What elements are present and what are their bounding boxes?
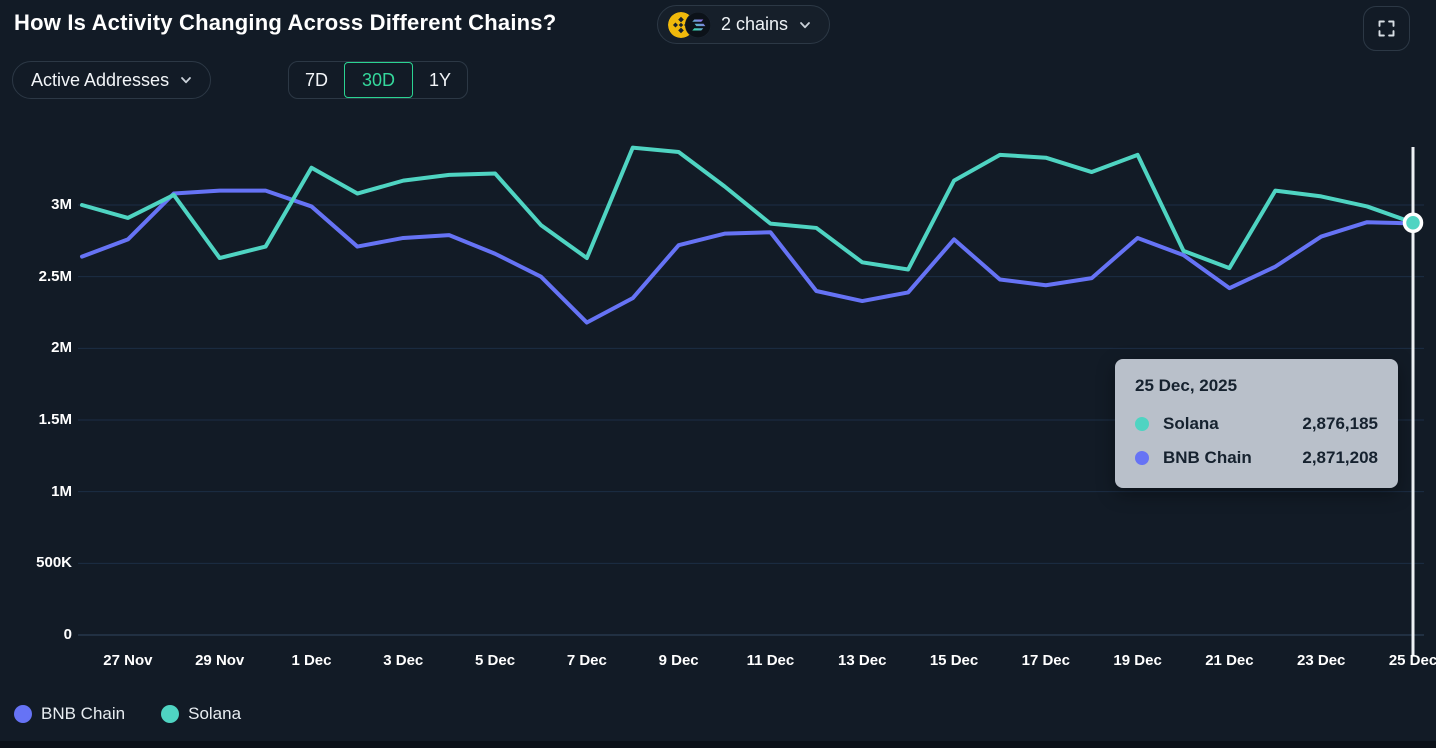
series-line-solana <box>80 145 1415 272</box>
x-tick-label: 7 Dec <box>566 652 607 669</box>
tooltip-series-name: BNB Chain <box>1163 448 1252 467</box>
x-tick-label: 13 Dec <box>838 652 887 669</box>
bnb-legend-dot <box>14 705 32 723</box>
tooltip-series-value: 2,876,185 <box>1302 414 1378 433</box>
x-tick-label: 27 Nov <box>103 652 153 669</box>
chains-count-label: 2 chains <box>721 14 789 34</box>
tooltip-date: 25 Dec, 2025 <box>1135 376 1238 395</box>
fullscreen-expand-icon <box>1378 20 1395 37</box>
fullscreen-button[interactable] <box>1363 6 1410 51</box>
tab-7d[interactable]: 7D <box>305 69 329 90</box>
legend-label: BNB Chain <box>41 704 126 723</box>
legend-item-bnb-chain[interactable]: BNB Chain <box>14 704 125 724</box>
tooltip-series-value: 2,871,208 <box>1302 448 1378 467</box>
bottom-strip <box>0 741 1436 748</box>
tooltip-row: BNB Chain 2,871,208 <box>1135 443 1378 473</box>
y-tick-label: 0 <box>63 626 72 643</box>
x-tick-label: 11 Dec <box>746 652 795 669</box>
metric-dropdown[interactable]: Active Addresses <box>12 61 212 99</box>
legend-item-solana[interactable]: Solana <box>161 704 241 724</box>
page-title: How Is Activity Changing Across Differen… <box>14 10 557 35</box>
chevron-down-icon <box>178 72 194 88</box>
x-axis-labels: 27 Nov 29 Nov 1 Dec 3 Dec 5 Dec 7 Dec 9 Dec 11 … <box>0 652 1436 676</box>
x-tick-label: 1 Dec <box>291 652 332 669</box>
y-tick-label: 2M <box>51 339 72 357</box>
chevron-down-icon <box>797 17 813 33</box>
chart-legend: BNB Chain Solana <box>14 704 241 724</box>
y-tick-label: 500K <box>36 554 72 572</box>
range-tab-group: 7D 30D 1Y <box>288 61 469 99</box>
series-line-bnb-chain <box>80 188 1415 325</box>
tab-30d[interactable]: 30D <box>344 62 414 98</box>
y-tick-label: 3M <box>51 196 72 213</box>
x-tick-label: 9 Dec <box>658 652 699 669</box>
x-tick-label: 21 Dec <box>1205 652 1254 669</box>
x-tick-label: 17 Dec <box>1021 652 1070 669</box>
solana-legend-dot <box>161 705 180 723</box>
y-tick-label: 2.5M <box>38 267 72 285</box>
x-tick-label: 29 Nov <box>195 652 245 669</box>
y-tick-label: 1M <box>51 482 72 500</box>
x-tick-label: 3 Dec <box>383 652 424 669</box>
tooltip-series-name: Solana <box>1163 414 1219 433</box>
bnb-series-dot <box>1135 451 1149 465</box>
x-tick-label: 5 Dec <box>475 652 516 669</box>
legend-label: Solana <box>188 704 242 723</box>
metric-dropdown-value: Active Addresses <box>31 69 170 90</box>
chains-selector[interactable]: 2 chains <box>657 5 831 44</box>
x-tick-label: 23 Dec <box>1297 652 1346 669</box>
x-tick-label: 15 Dec <box>929 652 979 669</box>
solana-coin-icon <box>685 11 711 38</box>
solana-series-dot <box>1135 417 1149 431</box>
x-tick-label: 25 Dec <box>1388 652 1436 669</box>
x-tick-label: 19 Dec <box>1113 652 1162 669</box>
hover-point-dot <box>1402 212 1424 233</box>
y-tick-label: 1.5M <box>38 411 72 428</box>
chart-tooltip: 25 Dec, 2025 Solana 2,876,185 BNB Chain … <box>1115 359 1398 488</box>
tooltip-row: Solana 2,876,185 <box>1135 409 1378 439</box>
tab-1y[interactable]: 1Y <box>429 69 452 90</box>
